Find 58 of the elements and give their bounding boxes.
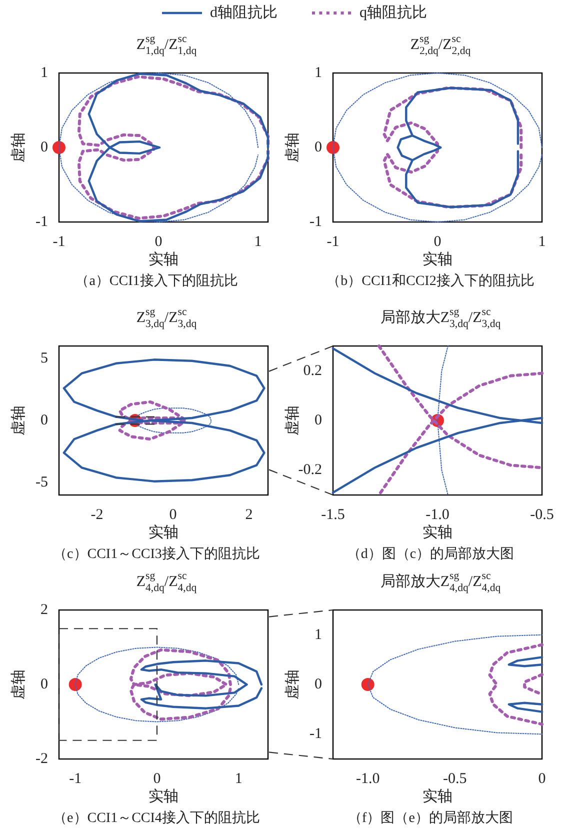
legend-label: d轴阻抗比 bbox=[210, 4, 278, 22]
x-tick-label: 0 bbox=[538, 770, 546, 787]
line-series bbox=[129, 648, 232, 721]
x-axis-title: 实轴 bbox=[148, 250, 178, 268]
x-tick-label: -1 bbox=[69, 770, 82, 787]
x-tick-label: 0 bbox=[154, 234, 162, 250]
y-axis-title: 虚轴 bbox=[284, 670, 301, 700]
legend-label: q轴阻抗比 bbox=[360, 4, 427, 22]
x-axis-title: 实轴 bbox=[422, 250, 452, 268]
y-tick-label: -5 bbox=[36, 474, 48, 491]
text: （a）CCI1接入下的阻抗比 bbox=[74, 272, 239, 290]
x-axis-title: 实轴 bbox=[148, 524, 178, 541]
y-tick-label: 0 bbox=[40, 676, 48, 692]
x-tick-label: -0.5 bbox=[530, 506, 554, 523]
y-tick-label: 0 bbox=[314, 676, 322, 692]
y-tick-label: 1 bbox=[314, 626, 322, 643]
text: （f）图（e）的局部放大图 bbox=[347, 810, 514, 827]
text: （c）CCI1～CCI3接入下的阻抗比 bbox=[52, 545, 261, 563]
x-tick-label: 2 bbox=[245, 506, 253, 523]
y-tick-label: 5 bbox=[40, 350, 48, 366]
x-axis-title: 实轴 bbox=[148, 788, 178, 805]
y-tick-label: -1 bbox=[310, 214, 322, 230]
y-tick-label: 0 bbox=[40, 139, 48, 156]
y-tick-label: 0 bbox=[40, 412, 48, 428]
y-tick-label: 0.2 bbox=[303, 362, 322, 379]
x-tick-label: -2 bbox=[90, 506, 104, 523]
text: （d）图（c）的局部放大图 bbox=[346, 546, 516, 563]
x-tick-label: -1.0 bbox=[426, 506, 450, 523]
x-tick-label: -1 bbox=[326, 234, 340, 250]
x-tick-label: 0 bbox=[153, 770, 161, 787]
x-tick-label: 1 bbox=[538, 234, 546, 250]
x-tick-label: -1.5 bbox=[321, 506, 345, 523]
x-axis-title: 实轴 bbox=[422, 788, 452, 805]
x-tick-label: 1 bbox=[254, 234, 262, 250]
y-tick-label: 1 bbox=[314, 64, 322, 81]
x-tick-label: 1 bbox=[234, 770, 242, 787]
y-tick-label: 2 bbox=[40, 602, 48, 618]
x-axis-title: 实轴 bbox=[422, 524, 452, 541]
x-tick-label: -1.0 bbox=[356, 770, 380, 787]
y-axis-title: 虚轴 bbox=[10, 132, 27, 162]
y-tick-label: 0 bbox=[314, 139, 322, 156]
x-tick-label: -1 bbox=[52, 234, 66, 250]
y-axis-title: 虚轴 bbox=[10, 670, 27, 700]
y-axis-title: 虚轴 bbox=[284, 406, 301, 436]
line-series bbox=[118, 400, 186, 441]
x-tick-label: -0.5 bbox=[443, 770, 467, 787]
y-axis-title: 虚轴 bbox=[10, 406, 27, 436]
text: （b）CCI1和CCI2接入下的阻抗比 bbox=[326, 272, 536, 290]
y-tick-label: 0 bbox=[314, 412, 322, 428]
x-tick-label: 0 bbox=[169, 506, 177, 523]
y-tick-label: -2 bbox=[36, 750, 48, 767]
y-tick-label: -1 bbox=[310, 726, 322, 742]
y-axis-title: 虚轴 bbox=[284, 132, 301, 162]
text: （e）CCI1～CCI4接入下的阻抗比 bbox=[52, 809, 261, 827]
x-tick-label: 0 bbox=[434, 234, 442, 250]
y-tick-label: -0.2 bbox=[298, 462, 322, 478]
y-tick-label: 1 bbox=[40, 64, 48, 81]
y-tick-label: -1 bbox=[36, 214, 48, 230]
